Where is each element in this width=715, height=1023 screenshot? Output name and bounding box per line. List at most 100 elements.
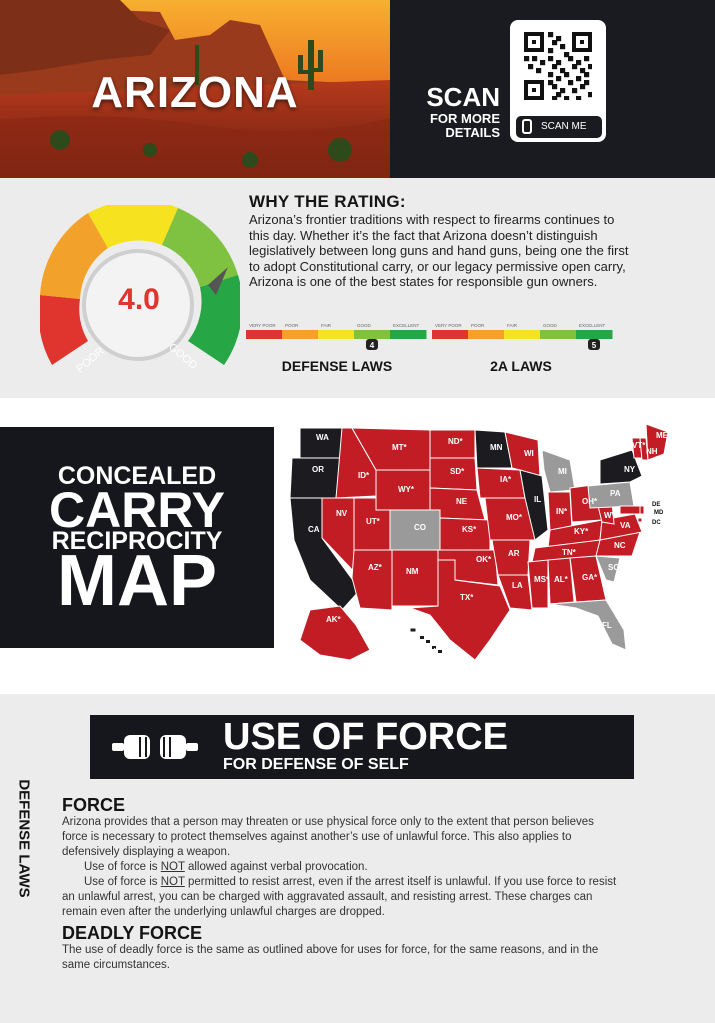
defense-laws-side-label: DEFENSE LAWS bbox=[15, 779, 33, 898]
rating-marker-value: 4 bbox=[370, 341, 375, 350]
hawaii-island bbox=[432, 646, 436, 649]
state-tx bbox=[409, 559, 511, 661]
rating-bar-segment bbox=[504, 330, 541, 339]
state-label: MN bbox=[490, 443, 503, 452]
state-md bbox=[619, 505, 641, 515]
force-paragraph-2: Use of force is NOT allowed against verb… bbox=[84, 861, 368, 873]
state-label: AR bbox=[508, 549, 520, 558]
scan-sub-line1: FOR MORE bbox=[429, 111, 500, 126]
state-label: MD bbox=[654, 510, 664, 516]
state-label: IL bbox=[534, 495, 541, 504]
rating-marker bbox=[366, 339, 378, 350]
scale-label: FAIR bbox=[507, 323, 518, 328]
state-label: KS* bbox=[462, 525, 477, 534]
ccr-title-line2: CARRY bbox=[49, 482, 225, 538]
rating-marker-value: 5 bbox=[592, 341, 597, 350]
state-label: MI bbox=[558, 467, 567, 476]
hero-image bbox=[0, 0, 390, 178]
state-mi bbox=[541, 449, 576, 493]
scan-me-button[interactable]: SCAN ME bbox=[516, 116, 602, 138]
state-label: WA bbox=[316, 433, 329, 442]
gauge-segment-fair bbox=[40, 213, 108, 299]
rating-bars: VERY POOR POOR FAIR GOOD EXCELLENT 4 VERY POOR… bbox=[246, 323, 613, 350]
state-label: WI bbox=[524, 449, 534, 458]
use-of-force-subtitle: FOR DEFENSE OF SELF bbox=[223, 756, 409, 773]
rating-description: Arizona’s frontier traditions with respe… bbox=[249, 212, 629, 289]
rating-bar-segment bbox=[246, 330, 283, 339]
state-label: MS* bbox=[534, 575, 550, 584]
state-label: NV bbox=[336, 509, 348, 518]
state-label: NY bbox=[624, 465, 636, 474]
scale-label: GOOD bbox=[543, 323, 558, 328]
state-label: NM bbox=[406, 567, 419, 576]
deadly-force-heading: DEADLY FORCE bbox=[62, 923, 203, 943]
state-label: TX* bbox=[460, 593, 474, 602]
state-label: DE bbox=[652, 502, 660, 508]
state-label: CO bbox=[414, 523, 426, 532]
state-label: IN* bbox=[556, 507, 568, 516]
state-label: OK* bbox=[476, 555, 492, 564]
ccr-title-line4: MAP bbox=[57, 541, 217, 621]
state-de bbox=[639, 505, 645, 515]
hawaii-island bbox=[438, 650, 442, 653]
state-label: WY* bbox=[398, 485, 415, 494]
state-label: HI bbox=[430, 647, 438, 656]
use-of-force-title: USE OF FORCE bbox=[223, 716, 509, 758]
rating-bar-segment bbox=[318, 330, 355, 339]
gauge-needle bbox=[208, 267, 228, 295]
gauge-segment-poor bbox=[40, 295, 88, 365]
scale-label: POOR bbox=[285, 323, 299, 328]
state-nm bbox=[391, 549, 439, 607]
rating-bar-segment bbox=[354, 330, 391, 339]
state-label: DC bbox=[652, 520, 661, 526]
rating-bar-segment bbox=[432, 330, 469, 339]
2a-laws-label: 2A LAWS bbox=[490, 358, 552, 374]
state-label: AK* bbox=[326, 615, 342, 624]
use-of-force-banner bbox=[90, 715, 634, 779]
qr-code-icon[interactable] bbox=[524, 32, 592, 100]
rating-bar-segment bbox=[468, 330, 505, 339]
state-label: NH bbox=[646, 447, 658, 456]
state-az bbox=[351, 549, 393, 611]
state-ak bbox=[299, 605, 371, 661]
state-ny bbox=[599, 449, 643, 485]
gauge-center bbox=[82, 249, 194, 361]
force-paragraph-3: Use of force is NOT permitted to resist … bbox=[62, 876, 617, 918]
gauge-label-poor: POOR bbox=[74, 345, 107, 375]
scale-label: EXCELLENT bbox=[579, 323, 606, 328]
state-label: TN* bbox=[562, 548, 577, 557]
state-label: GA* bbox=[582, 573, 598, 582]
scale-label: VERY POOR bbox=[435, 323, 462, 328]
state-label: NC bbox=[614, 541, 626, 550]
rating-marker bbox=[588, 339, 600, 350]
ccr-title-line1: CONCEALED bbox=[57, 462, 217, 490]
deadly-force-paragraph: The use of deadly force is the same as o… bbox=[62, 944, 599, 971]
state-dc bbox=[637, 517, 643, 523]
rating-heading: WHY THE RATING: bbox=[249, 192, 406, 211]
state-label: LA bbox=[512, 581, 523, 590]
state-label: IA* bbox=[500, 475, 512, 484]
state-me bbox=[645, 423, 669, 461]
ccr-title-box bbox=[0, 427, 274, 648]
scale-label: EXCELLENT bbox=[393, 323, 420, 328]
rating-bar-segment bbox=[390, 330, 427, 339]
rating-gauge: POOR GOOD bbox=[40, 205, 240, 375]
desert-landscape-image bbox=[0, 0, 390, 178]
scan-heading: SCAN bbox=[426, 82, 500, 112]
state-label: CA bbox=[308, 525, 320, 534]
scale-label: GOOD bbox=[357, 323, 372, 328]
state-label: SD* bbox=[450, 467, 465, 476]
gauge-label-good: GOOD bbox=[166, 341, 200, 372]
state-label: VT* bbox=[632, 441, 646, 450]
state-label: AL* bbox=[554, 575, 569, 584]
state-label: WV* bbox=[604, 511, 621, 520]
state-la bbox=[497, 574, 533, 611]
scale-label: FAIR bbox=[321, 323, 332, 328]
rating-score: 4.0 bbox=[118, 283, 160, 316]
scan-sub-line2: DETAILS bbox=[445, 125, 500, 140]
state-label: ND* bbox=[448, 437, 464, 446]
state-label: UT* bbox=[366, 517, 381, 526]
state-label: ME* bbox=[656, 431, 672, 440]
state-ms bbox=[527, 559, 549, 609]
rating-bar-segment bbox=[576, 330, 613, 339]
